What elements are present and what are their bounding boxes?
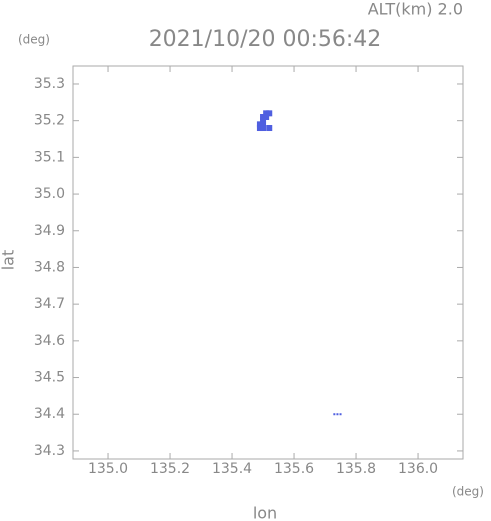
echo-point	[256, 125, 263, 132]
echo-point	[260, 125, 267, 132]
plot-frame	[72, 65, 464, 460]
x-tick-label: 135.8	[336, 461, 376, 477]
echo-point	[263, 110, 270, 117]
y-tick-label: 35.3	[34, 76, 65, 92]
y-tick-label: 34.3	[34, 443, 65, 459]
y-tick-label: 34.9	[34, 223, 65, 239]
y-tick-label: 35.2	[34, 113, 65, 129]
x-unit: (deg)	[452, 485, 484, 499]
y-tick-label: 34.6	[34, 333, 65, 349]
y-unit: (deg)	[18, 33, 50, 47]
y-axis-label: lat	[0, 250, 18, 271]
x-tick-label: 135.0	[88, 461, 128, 477]
annotation: ALT(km) 2.0	[368, 0, 463, 19]
y-tick-label: 34.7	[34, 296, 65, 312]
echo-point	[260, 117, 267, 124]
echo-point	[263, 114, 270, 121]
echo-point	[336, 413, 339, 416]
x-axis-label: lon	[253, 504, 277, 521]
y-tick-label: 34.4	[34, 406, 65, 422]
y-tick-label: 34.5	[34, 370, 65, 386]
y-tick-label: 35.1	[34, 149, 65, 165]
echo-point	[266, 110, 273, 117]
y-tick-label: 35.0	[34, 186, 65, 202]
x-tick-label: 136.0	[398, 461, 438, 477]
echo-point	[260, 114, 267, 121]
echo-point	[333, 413, 336, 416]
echo-point	[339, 413, 342, 416]
y-tick-label: 34.8	[34, 259, 65, 275]
echo-point	[266, 125, 273, 132]
x-tick-label: 135.4	[212, 461, 252, 477]
echo-point	[256, 121, 263, 128]
chart-title: 2021/10/20 00:56:42	[149, 27, 382, 52]
echo-point	[260, 121, 267, 128]
x-tick-label: 135.2	[150, 461, 190, 477]
x-tick-label: 135.6	[274, 461, 314, 477]
